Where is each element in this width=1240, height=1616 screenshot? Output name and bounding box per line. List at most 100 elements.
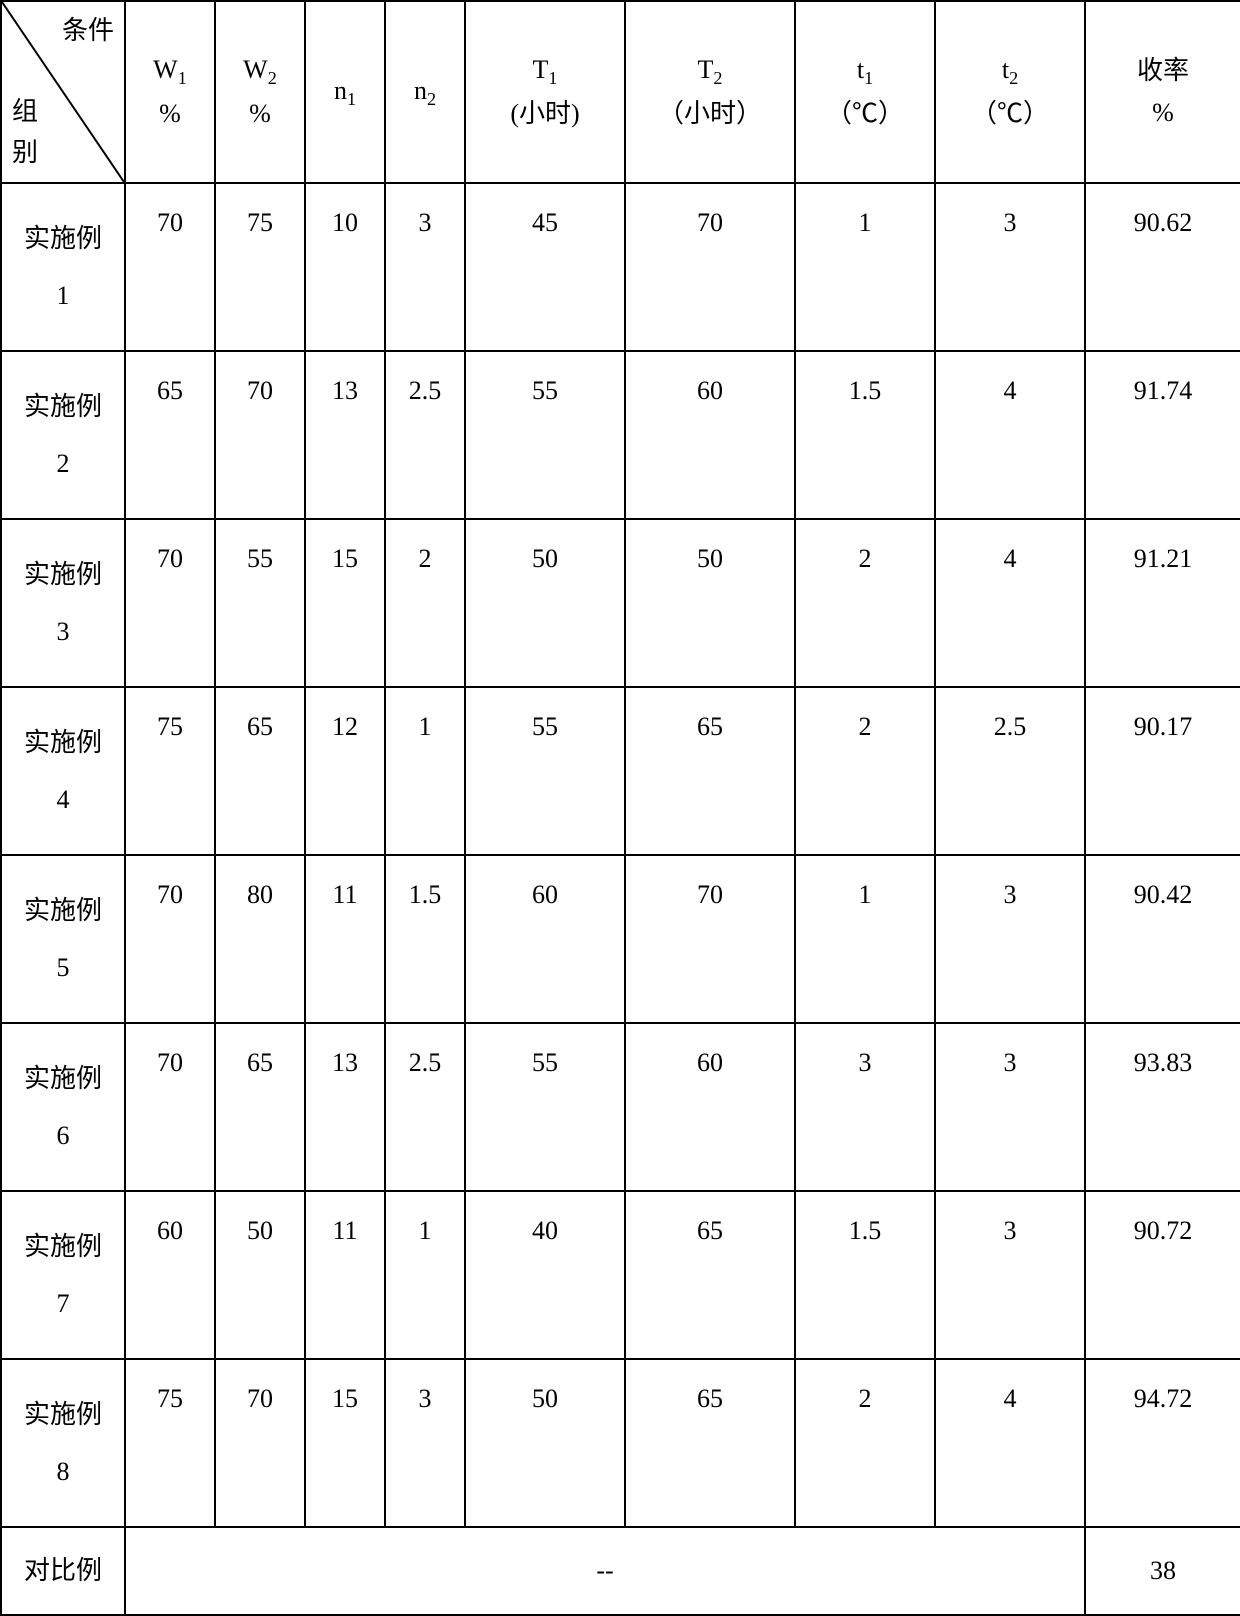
table-cell-merged: -- [125, 1527, 1085, 1615]
table-cell: 50 [465, 1359, 625, 1527]
table-cell: 90.42 [1085, 855, 1240, 1023]
table-cell: 11 [305, 855, 385, 1023]
table-cell: 13 [305, 351, 385, 519]
col-header-w2: W2 % [215, 1, 305, 183]
experiment-table: 条件 组 别 W1 % W2 % n1 n2 [0, 0, 1240, 1616]
corner-top-label: 条件 [62, 10, 114, 52]
table-cell: 4 [935, 519, 1085, 687]
table-cell: 38 [1085, 1527, 1240, 1615]
table-cell: 70 [125, 855, 215, 1023]
col-header-t2-big: T2 （小时） [625, 1, 795, 183]
table-cell: 55 [465, 687, 625, 855]
table-cell: 3 [935, 855, 1085, 1023]
table-cell: 1.5 [795, 351, 935, 519]
table-cell: 65 [215, 687, 305, 855]
row-label: 实施例8 [1, 1359, 125, 1527]
table-cell: 2.5 [385, 1023, 465, 1191]
table-cell: 13 [305, 1023, 385, 1191]
table-row-comparison: 对比例--38 [1, 1527, 1240, 1615]
table-cell: 60 [125, 1191, 215, 1359]
table-cell: 4 [935, 1359, 1085, 1527]
table-cell: 3 [935, 1191, 1085, 1359]
col-header-t2-small: t2 （℃） [935, 1, 1085, 183]
table-cell: 70 [625, 855, 795, 1023]
table-cell: 91.74 [1085, 351, 1240, 519]
table-cell: 80 [215, 855, 305, 1023]
table-cell: 70 [125, 519, 215, 687]
table-cell: 12 [305, 687, 385, 855]
table-cell: 2 [795, 1359, 935, 1527]
table-cell: 70 [625, 183, 795, 351]
table-cell: 50 [625, 519, 795, 687]
table-row: 实施例47565121556522.590.17 [1, 687, 1240, 855]
table-cell: 45 [465, 183, 625, 351]
table-cell: 65 [625, 1359, 795, 1527]
table-cell: 2 [385, 519, 465, 687]
table-cell: 1 [385, 1191, 465, 1359]
table-cell: 50 [465, 519, 625, 687]
col-header-yield: 收率 % [1085, 1, 1240, 183]
table-cell: 2.5 [385, 351, 465, 519]
table-cell: 3 [795, 1023, 935, 1191]
col-header-n2: n2 [385, 1, 465, 183]
table-cell: 90.17 [1085, 687, 1240, 855]
table-cell: 2.5 [935, 687, 1085, 855]
table-row: 实施例8757015350652494.72 [1, 1359, 1240, 1527]
table-cell: 65 [625, 687, 795, 855]
table-cell: 60 [625, 351, 795, 519]
table-cell: 1 [795, 855, 935, 1023]
table-cell: 75 [125, 687, 215, 855]
row-label: 实施例6 [1, 1023, 125, 1191]
table-cell: 70 [215, 351, 305, 519]
corner-bottom-label: 组 别 [12, 91, 38, 174]
table-cell: 90.72 [1085, 1191, 1240, 1359]
table-cell: 70 [125, 183, 215, 351]
table-cell: 10 [305, 183, 385, 351]
table-cell: 70 [215, 1359, 305, 1527]
table-cell: 60 [625, 1023, 795, 1191]
table-cell: 91.21 [1085, 519, 1240, 687]
table-row: 实施例3705515250502491.21 [1, 519, 1240, 687]
table-cell: 65 [125, 351, 215, 519]
table-cell: 40 [465, 1191, 625, 1359]
row-label: 实施例7 [1, 1191, 125, 1359]
table-cell: 93.83 [1085, 1023, 1240, 1191]
table-row: 实施例26570132.555601.5491.74 [1, 351, 1240, 519]
table-cell: 1.5 [795, 1191, 935, 1359]
table-cell: 3 [935, 183, 1085, 351]
table-cell: 15 [305, 519, 385, 687]
table-cell: 55 [465, 1023, 625, 1191]
table-cell: 2 [795, 687, 935, 855]
row-label: 实施例5 [1, 855, 125, 1023]
table-cell: 90.62 [1085, 183, 1240, 351]
table-cell: 1 [795, 183, 935, 351]
table-cell: 75 [215, 183, 305, 351]
table-cell: 60 [465, 855, 625, 1023]
table-cell: 65 [625, 1191, 795, 1359]
table-cell: 75 [125, 1359, 215, 1527]
row-label: 实施例3 [1, 519, 125, 687]
table-cell: 50 [215, 1191, 305, 1359]
header-row: 条件 组 别 W1 % W2 % n1 n2 [1, 1, 1240, 183]
table-cell: 4 [935, 351, 1085, 519]
table-row: 实施例57080111.560701390.42 [1, 855, 1240, 1023]
table-cell: 3 [935, 1023, 1085, 1191]
table-cell: 70 [125, 1023, 215, 1191]
table-row: 实施例1707510345701390.62 [1, 183, 1240, 351]
table-row: 实施例67065132.555603393.83 [1, 1023, 1240, 1191]
table-cell: 55 [215, 519, 305, 687]
col-header-n1: n1 [305, 1, 385, 183]
table-row: 实施例7605011140651.5390.72 [1, 1191, 1240, 1359]
table-cell: 65 [215, 1023, 305, 1191]
col-header-t1-small: t1 （℃） [795, 1, 935, 183]
table-cell: 55 [465, 351, 625, 519]
table-cell: 94.72 [1085, 1359, 1240, 1527]
table-cell: 3 [385, 1359, 465, 1527]
table-cell: 11 [305, 1191, 385, 1359]
table-cell: 3 [385, 183, 465, 351]
row-label: 实施例2 [1, 351, 125, 519]
col-header-t1-big: T1 (小时) [465, 1, 625, 183]
table-cell: 1.5 [385, 855, 465, 1023]
col-header-w1: W1 % [125, 1, 215, 183]
table-cell: 1 [385, 687, 465, 855]
